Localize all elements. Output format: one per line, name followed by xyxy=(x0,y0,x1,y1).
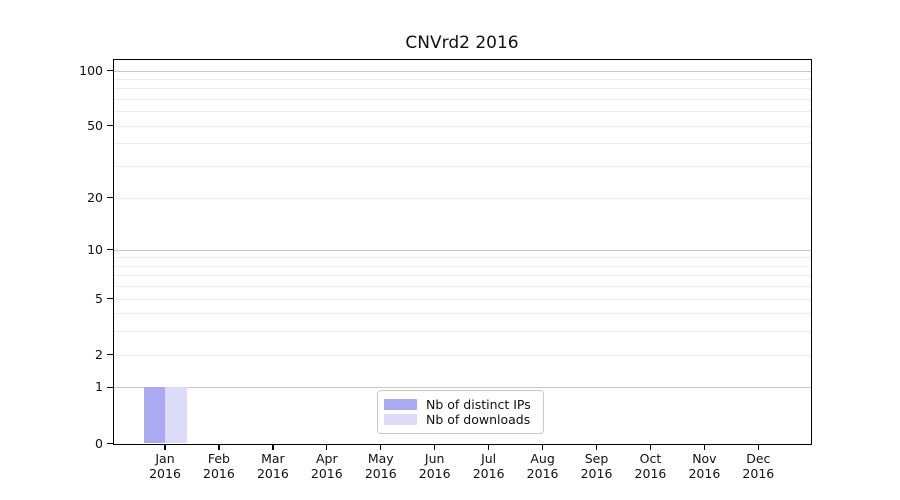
y-tick-mark xyxy=(107,196,113,199)
legend-label: Nb of distinct IPs xyxy=(426,397,531,412)
y-tick-label: 100 xyxy=(79,62,103,78)
x-tick-month: Jun xyxy=(424,450,445,466)
x-tick-label: Jun 2016 xyxy=(405,451,465,481)
y-tick-label: 1 xyxy=(95,379,103,395)
minor-gridline xyxy=(113,275,811,277)
minor-gridline xyxy=(113,88,811,90)
x-tick-mark xyxy=(757,443,759,450)
y-tick-mark xyxy=(107,298,113,300)
x-tick-label: Oct 2016 xyxy=(620,451,680,481)
legend-label: Nb of downloads xyxy=(426,412,531,427)
x-tick-label: May 2016 xyxy=(351,451,411,481)
minor-gridline xyxy=(113,265,811,267)
x-tick-month: Feb xyxy=(207,450,230,466)
x-tick-label: Jan 2016 xyxy=(135,451,195,481)
minor-gridline xyxy=(113,286,811,288)
x-tick-mark xyxy=(380,443,382,450)
x-tick-label: Apr 2016 xyxy=(297,451,357,481)
x-tick-year: 2016 xyxy=(364,465,397,481)
x-tick-mark xyxy=(487,443,490,450)
minor-gridline xyxy=(113,143,811,145)
major-gridline xyxy=(113,387,811,389)
major-gridline xyxy=(113,70,811,72)
y-tick-label: 2 xyxy=(95,346,103,362)
y-tick-mark xyxy=(107,386,113,389)
minor-gridline xyxy=(113,125,811,127)
minor-gridline xyxy=(113,313,811,315)
x-tick-month: Jul xyxy=(481,450,497,466)
x-tick-month: Dec xyxy=(746,450,771,466)
bar-distinct-ips xyxy=(143,387,165,444)
x-tick-year: 2016 xyxy=(472,465,505,481)
plot-area xyxy=(112,58,812,445)
axes-frame xyxy=(112,58,812,445)
x-tick-label: Jul 2016 xyxy=(459,451,519,481)
x-tick-mark xyxy=(541,443,544,450)
minor-gridline xyxy=(113,111,811,113)
x-tick-label: Dec 2016 xyxy=(728,451,788,481)
x-tick-month: Aug xyxy=(530,450,555,466)
x-tick-year: 2016 xyxy=(256,465,289,481)
minor-gridline xyxy=(113,298,811,300)
x-tick-year: 2016 xyxy=(580,465,613,481)
x-tick-month: Sep xyxy=(584,450,609,466)
x-tick-year: 2016 xyxy=(203,465,235,481)
legend: Nb of distinct IPs Nb of downloads xyxy=(377,390,544,434)
y-tick-mark xyxy=(107,442,113,445)
y-tick-mark xyxy=(107,249,113,251)
x-tick-label: Sep 2016 xyxy=(567,451,627,481)
minor-gridline xyxy=(113,99,811,101)
minor-gridline xyxy=(113,79,811,81)
x-tick-mark xyxy=(164,443,166,450)
legend-swatch xyxy=(384,414,417,425)
x-tick-month: Nov xyxy=(692,450,717,466)
major-gridline xyxy=(113,249,811,251)
y-tick-mark xyxy=(107,69,113,72)
x-tick-month: Oct xyxy=(639,450,662,466)
x-tick-month: Apr xyxy=(316,450,338,466)
x-tick-label: Aug 2016 xyxy=(513,451,573,481)
x-tick-mark xyxy=(595,443,598,450)
bar-downloads xyxy=(165,387,187,444)
x-tick-mark xyxy=(703,443,706,450)
chart-title: CNVrd2 2016 xyxy=(405,33,519,53)
x-tick-month: May xyxy=(367,450,394,466)
legend-entry: Nb of distinct IPs xyxy=(384,397,538,412)
minor-gridline xyxy=(113,197,811,199)
x-tick-year: 2016 xyxy=(688,465,721,481)
x-tick-month: Jan xyxy=(155,450,175,466)
x-tick-label: Nov 2016 xyxy=(674,451,734,481)
x-tick-month: Mar xyxy=(261,450,285,466)
x-tick-year: 2016 xyxy=(149,465,181,481)
x-tick-label: Mar 2016 xyxy=(243,451,303,481)
x-tick-mark xyxy=(649,443,652,450)
y-tick-label: 0 xyxy=(95,435,103,451)
x-tick-year: 2016 xyxy=(310,465,343,481)
x-tick-year: 2016 xyxy=(742,465,775,481)
x-tick-mark xyxy=(326,443,328,450)
x-tick-mark xyxy=(218,443,220,450)
x-tick-year: 2016 xyxy=(526,465,559,481)
x-tick-mark xyxy=(272,443,274,450)
x-tick-label: Feb 2016 xyxy=(189,451,249,481)
x-tick-year: 2016 xyxy=(418,465,451,481)
minor-gridline xyxy=(113,331,811,333)
legend-swatch xyxy=(384,399,417,410)
minor-gridline xyxy=(113,354,811,356)
x-tick-mark xyxy=(434,443,436,450)
legend-items: Nb of distinct IPs Nb of downloads xyxy=(384,397,538,427)
y-tick-label: 50 xyxy=(87,117,103,133)
y-tick-mark xyxy=(107,354,113,356)
minor-gridline xyxy=(113,257,811,259)
y-tick-label: 5 xyxy=(95,290,103,306)
y-tick-label: 10 xyxy=(87,241,103,257)
y-tick-mark xyxy=(107,125,113,127)
minor-gridline xyxy=(113,166,811,168)
y-tick-label: 20 xyxy=(87,189,103,205)
x-tick-year: 2016 xyxy=(634,465,667,481)
legend-entry: Nb of downloads xyxy=(384,412,538,427)
